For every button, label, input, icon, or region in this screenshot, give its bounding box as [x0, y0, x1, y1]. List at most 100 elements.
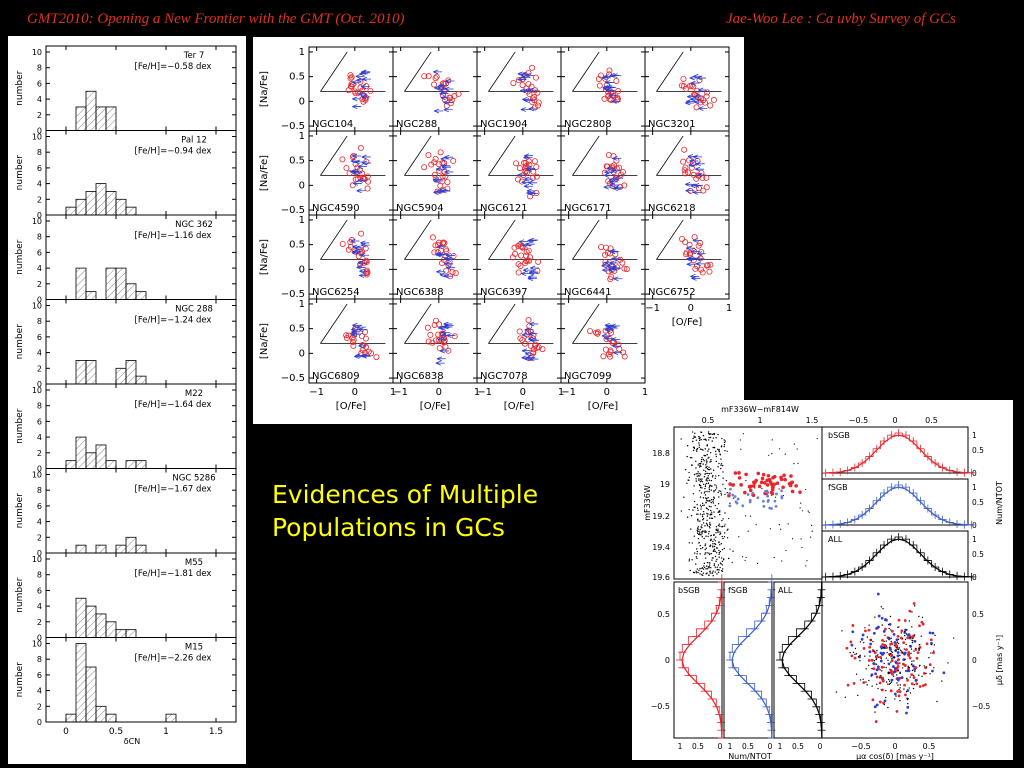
cmd-point — [721, 464, 724, 467]
cn-strong-point — [526, 257, 533, 264]
fsgb-point — [741, 504, 745, 508]
cmd-point — [705, 439, 707, 441]
cmd-point — [712, 545, 714, 547]
cn-weak-point — [351, 153, 362, 159]
cn-weak-point — [611, 265, 621, 271]
bsgb-point — [775, 481, 780, 486]
cmd-point — [714, 489, 717, 491]
fsgb-point — [746, 493, 750, 496]
cluster-label: NGC3201 — [648, 119, 696, 130]
histogram-bar — [75, 106, 87, 131]
cn-weak-point — [357, 164, 367, 170]
cn-weak-point — [436, 269, 446, 275]
pm-point — [876, 649, 878, 652]
hist-label: bSGB — [678, 586, 700, 595]
cmd-point — [707, 472, 709, 475]
pm-point — [879, 677, 881, 679]
y-tick-label: 1 — [299, 131, 305, 142]
cmd-point — [720, 458, 722, 460]
pm-point — [871, 685, 873, 687]
y-tick-label: 0 — [37, 127, 42, 136]
hist-frame — [821, 426, 969, 474]
cn-strong-point — [355, 253, 362, 260]
cmd-point — [805, 488, 807, 491]
cmd-point — [723, 441, 726, 444]
cn-strong-point — [706, 268, 713, 275]
pm-point — [880, 648, 883, 650]
cn-strong-point — [535, 99, 542, 106]
cn-strong-point — [437, 149, 444, 156]
cn-weak-point — [608, 93, 618, 99]
cmd-point — [698, 490, 701, 492]
cn-strong-point — [698, 248, 705, 255]
y-axis-label: number — [15, 155, 25, 190]
cmd-point — [700, 547, 702, 550]
cmd-point — [718, 541, 720, 544]
cmd-point — [718, 475, 720, 477]
cn-weak-point — [694, 166, 705, 172]
cn-weak-point — [529, 321, 539, 327]
cn-strong-point — [517, 262, 524, 269]
cn-strong-point — [431, 81, 438, 88]
cmd-point — [709, 517, 711, 519]
pm-point — [874, 720, 878, 723]
pm-point — [896, 674, 898, 676]
cmd-point — [710, 501, 713, 504]
hist-x-tick-label: 0.5 — [692, 742, 704, 751]
bsgb-point — [760, 476, 765, 481]
pm-point — [883, 703, 886, 706]
cn-strong-point — [539, 346, 546, 353]
cn-strong-point — [518, 252, 525, 259]
pm-point — [879, 659, 883, 663]
cmd-point — [693, 435, 695, 437]
pm-point — [875, 703, 879, 707]
cmd-point — [717, 528, 719, 530]
pm-point — [907, 666, 910, 669]
pm-point — [932, 651, 935, 655]
pm-point — [877, 687, 879, 690]
pm-point — [859, 660, 861, 662]
cn-strong-point — [362, 335, 369, 342]
y-axis-label: [Na/Fe] — [259, 239, 270, 275]
bsgb-point — [794, 484, 798, 488]
fsgb-point — [770, 507, 773, 510]
guide-line — [572, 303, 600, 344]
cn-weak-point — [693, 99, 704, 105]
hist-x-tick-label: 1 — [678, 742, 683, 751]
cn-strong-point — [683, 85, 690, 92]
pm-point — [897, 638, 900, 641]
pm-point — [871, 698, 875, 702]
cmd-point — [702, 518, 705, 520]
pm-point — [903, 683, 906, 687]
pm-point — [885, 681, 888, 683]
cn-weak-point — [357, 177, 367, 183]
cn-weak-point — [522, 97, 532, 102]
pm-point — [930, 641, 933, 645]
cn-strong-point — [533, 173, 540, 180]
pm-point — [892, 632, 896, 636]
cmd-point — [717, 511, 719, 514]
cn-weak-point — [692, 154, 703, 160]
cn-weak-point — [695, 261, 705, 267]
cmd-point — [706, 512, 708, 515]
cn-weak-point — [437, 252, 448, 257]
pm-point — [892, 675, 895, 677]
bsgb-point — [772, 482, 777, 487]
pm-point — [859, 654, 861, 657]
cmd-y-tick-label: 19 — [660, 480, 670, 489]
pm-point — [908, 620, 910, 622]
cn-weak-point — [521, 348, 531, 354]
cmd-point — [710, 479, 713, 482]
cn-strong-point — [345, 332, 352, 339]
pm-point — [903, 658, 906, 661]
cmd-point — [724, 440, 726, 442]
pm-point — [918, 674, 920, 676]
bsgb-point — [798, 490, 802, 494]
cmd-point — [797, 462, 799, 464]
pm-point — [888, 637, 890, 639]
cn-weak-point — [524, 176, 534, 182]
pm-point — [888, 680, 891, 682]
cmd-point — [720, 446, 723, 448]
cn-weak-point — [358, 273, 369, 278]
pm-point — [852, 681, 856, 685]
